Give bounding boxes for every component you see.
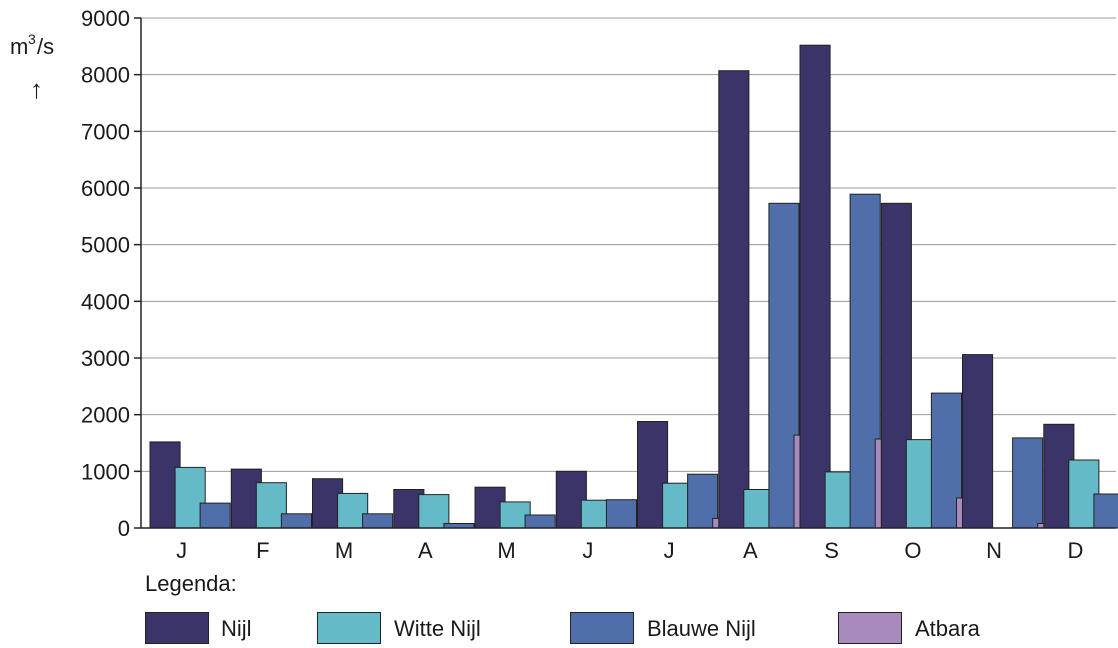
axes [140,18,1116,529]
y-tick-label: 1000 [81,459,130,484]
x-tick-label: A [418,538,433,563]
bar-blauwe-nijl [605,499,638,529]
y-tick-label: 5000 [81,233,130,258]
y-tick-label: 4000 [81,289,130,314]
y-axis-unit-exponent: 3 [28,31,36,47]
y-axis-unit-base: m [10,34,28,59]
bar-blauwe-nijl [280,513,312,529]
bar-nijl [718,70,750,529]
bar-witte-nijl [418,494,450,529]
x-tick-label: J [176,538,187,563]
x-tick-label: M [335,538,353,563]
y-tick-label: 6000 [81,176,130,201]
y-axis-arrow: ↑ [30,74,43,104]
bar-blauwe-nijl [524,514,556,529]
y-tick-label: 2000 [81,403,130,428]
bar-nijl [962,354,994,529]
y-axis-unit-tail: /s [37,34,54,59]
bar-blauwe-nijl [199,502,231,529]
bars [149,44,1118,529]
y-tick-label: 9000 [81,6,130,31]
bar-blauwe-nijl [1093,493,1118,529]
y-tick-label: 8000 [81,63,130,88]
x-tick-label: S [824,538,839,563]
x-tick-label: F [256,538,269,563]
y-tick-label: 3000 [81,346,130,371]
bar-blauwe-nijl [362,513,394,529]
x-tick-label: A [743,538,758,563]
x-tick-label: N [986,538,1002,563]
y-axis-label: m 3 /s ↑ [10,31,54,104]
x-tick-label: J [582,538,593,563]
y-tick-label: 0 [118,516,130,541]
x-tick-label: M [497,538,515,563]
bar-nijl [799,44,831,529]
gridlines [134,17,1116,529]
bar-blauwe-nijl [1012,437,1044,529]
y-tick-labels: 0 1000 2000 3000 4000 5000 6000 7000 8000 9000 [81,6,130,541]
x-tick-label: J [664,538,675,563]
x-tick-label: O [904,538,921,563]
x-tick-label: D [1067,538,1083,563]
y-tick-label: 7000 [81,119,130,144]
